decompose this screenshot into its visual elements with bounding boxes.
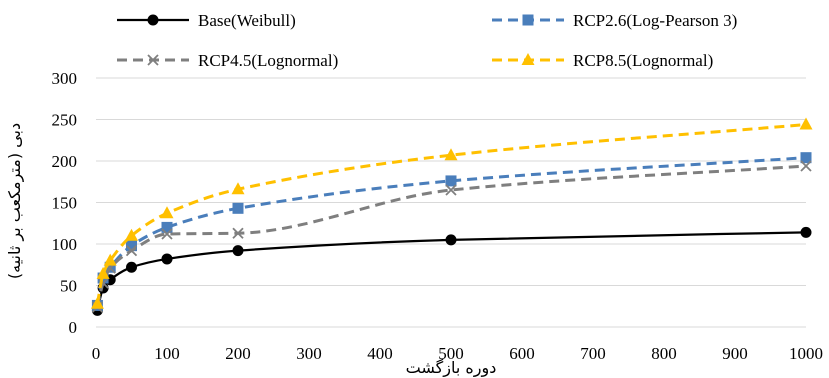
- data-point: [445, 234, 457, 246]
- legend-entry: RCP4.5(Lognormal): [117, 51, 338, 70]
- data-point: [96, 266, 110, 279]
- legend: Base(Weibull) RCP2.6(Log-Pearson 3) RCP4.5…: [117, 11, 737, 70]
- x-tick-label: 1000: [789, 344, 823, 363]
- legend-entry: RCP8.5(Lognormal): [492, 51, 713, 70]
- x-axis-title: دوره بازگشت: [406, 358, 497, 378]
- series-line: [95, 122, 807, 305]
- data-point: [161, 253, 173, 265]
- data-point: [125, 245, 138, 257]
- x-tick-label: 0: [92, 344, 101, 363]
- y-tick-label: 50: [60, 277, 77, 296]
- x-axis-ticks: 0 100 200 300 400 500 600 700 800 900 1000: [92, 344, 823, 363]
- y-tick-label: 150: [52, 194, 78, 213]
- y-tick-label: 0: [69, 318, 78, 337]
- series-1: [91, 152, 812, 311]
- legend-marker: [521, 53, 535, 65]
- y-tick-label: 200: [52, 152, 78, 171]
- data-point: [232, 245, 244, 257]
- x-tick-label: 600: [509, 344, 535, 363]
- data-point: [161, 228, 173, 240]
- data-point: [160, 206, 174, 219]
- legend-entry: RCP2.6(Log-Pearson 3): [492, 11, 737, 30]
- x-tick-label: 300: [296, 344, 322, 363]
- data-point: [445, 175, 457, 187]
- legend-marker: [522, 14, 534, 26]
- series-0: [91, 226, 812, 316]
- data-point: [103, 253, 117, 266]
- x-tick-label: 900: [722, 344, 748, 363]
- legend-marker: [147, 14, 159, 26]
- data-point: [800, 226, 812, 238]
- data-point: [444, 148, 458, 161]
- legend-marker: [147, 54, 159, 66]
- data-point: [161, 221, 173, 233]
- data-point: [126, 261, 137, 273]
- y-tick-label: 250: [52, 111, 78, 130]
- y-axis-ticks: 0 50 100 150 200 250 300: [52, 69, 78, 337]
- x-tick-label: 700: [580, 344, 606, 363]
- data-point: [799, 117, 813, 130]
- data-point: [125, 228, 138, 241]
- x-tick-label: 400: [367, 344, 393, 363]
- legend-label: RCP4.5(Lognormal): [198, 51, 338, 70]
- x-tick-label: 100: [154, 344, 180, 363]
- legend-label: RCP8.5(Lognormal): [573, 51, 713, 70]
- data-point: [800, 160, 812, 172]
- x-tick-label: 200: [225, 344, 251, 363]
- y-tick-label: 300: [52, 69, 78, 88]
- y-tick-label: 100: [52, 235, 78, 254]
- data-point: [800, 152, 812, 164]
- data-point: [90, 296, 104, 309]
- y-axis-title: دبی (مترمکعب بر ثانیه): [5, 123, 25, 279]
- x-tick-label: 500: [438, 344, 464, 363]
- legend-label: Base(Weibull): [198, 11, 296, 30]
- data-point: [126, 240, 137, 252]
- series-3: [90, 117, 813, 309]
- series-layer: [90, 117, 813, 316]
- data-point: [445, 184, 457, 196]
- legend-entry: Base(Weibull): [117, 11, 296, 30]
- x-tick-label: 800: [651, 344, 677, 363]
- legend-label: RCP2.6(Log-Pearson 3): [573, 11, 737, 30]
- data-point: [232, 202, 244, 214]
- data-point: [232, 227, 244, 239]
- data-point: [231, 182, 245, 195]
